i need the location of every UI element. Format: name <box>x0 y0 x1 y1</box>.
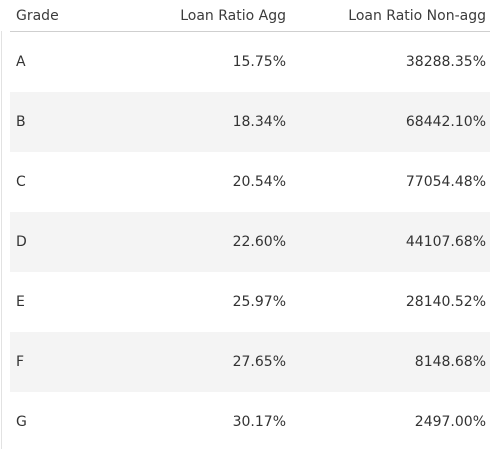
cell-loan-ratio-agg: 25.97% <box>232 294 286 310</box>
cell-loan-ratio-non-agg: 77054.48% <box>405 174 486 190</box>
cell-grade: B <box>16 114 26 130</box>
cell-loan-ratio-agg: 15.75% <box>232 54 286 70</box>
cell-grade: E <box>16 294 25 310</box>
loan-ratio-table: Grade Loan Ratio Agg Loan Ratio Non-agg … <box>10 0 490 452</box>
cell-loan-ratio-non-agg: 44107.68% <box>405 234 486 250</box>
table-row[interactable]: A 15.75% 38288.35% <box>10 32 490 92</box>
table-row[interactable]: C 20.54% 77054.48% <box>10 152 490 212</box>
cell-grade: D <box>16 234 27 250</box>
cell-loan-ratio-non-agg: 38288.35% <box>405 54 486 70</box>
cell-loan-ratio-agg: 18.34% <box>232 114 286 130</box>
header-loan-ratio-agg[interactable]: Loan Ratio Agg <box>180 7 286 24</box>
table-row[interactable]: G 30.17% 2497.00% <box>10 392 490 452</box>
header-loan-ratio-non-agg[interactable]: Loan Ratio Non-agg <box>348 7 486 24</box>
cell-loan-ratio-non-agg: 28140.52% <box>405 294 486 310</box>
cell-loan-ratio-agg: 30.17% <box>232 414 286 430</box>
cell-loan-ratio-non-agg: 68442.10% <box>405 114 486 130</box>
table-header: Grade Loan Ratio Agg Loan Ratio Non-agg <box>10 0 490 32</box>
table-row[interactable]: D 22.60% 44107.68% <box>10 212 490 272</box>
header-grade[interactable]: Grade <box>16 7 59 24</box>
cell-loan-ratio-agg: 27.65% <box>232 354 286 370</box>
cell-loan-ratio-non-agg: 2497.00% <box>414 414 486 430</box>
cell-grade: G <box>16 414 27 430</box>
cell-grade: F <box>16 354 25 370</box>
cell-loan-ratio-non-agg: 8148.68% <box>414 354 486 370</box>
cell-loan-ratio-agg: 22.60% <box>232 234 286 250</box>
cell-loan-ratio-agg: 20.54% <box>232 174 286 190</box>
table-row[interactable]: B 18.34% 68442.10% <box>10 92 490 152</box>
table-row[interactable]: E 25.97% 28140.52% <box>10 272 490 332</box>
cell-grade: A <box>16 54 26 70</box>
table-left-border <box>1 31 2 449</box>
table-row[interactable]: F 27.65% 8148.68% <box>10 332 490 392</box>
cell-grade: C <box>16 174 26 190</box>
